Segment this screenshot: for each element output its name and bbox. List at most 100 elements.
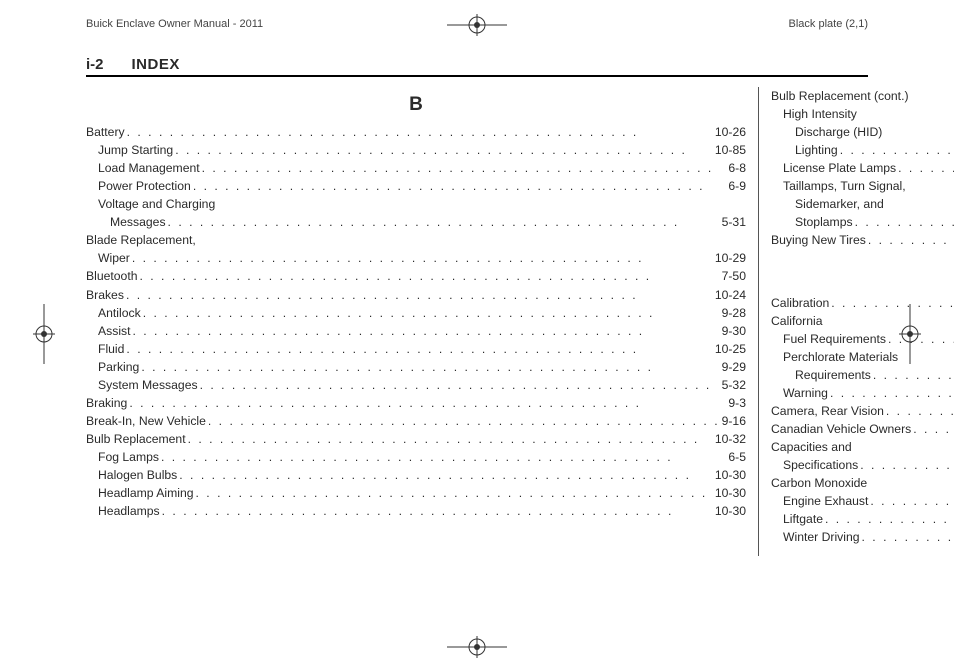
index-entry: Break-In, New Vehicle . . . . . . . . . … <box>86 412 746 430</box>
index-entry-leader: . . . . . . . . . . . . . . . . . . . . … <box>860 456 954 474</box>
index-entry-label: Liftgate <box>783 510 823 528</box>
index-entry-leader: . . . . . . . . . . . . . . . . . . . . … <box>141 358 719 376</box>
index-entry-leader: . . . . . . . . . . . . . . . . . . . . … <box>208 412 720 430</box>
index-entry: Stoplamps . . . . . . . . . . . . . . . … <box>771 213 954 231</box>
index-entry-leader: . . . . . . . . . . . . . . . . . . . . … <box>830 384 954 402</box>
index-entry-label: Antilock <box>98 304 141 322</box>
index-entry: Sidemarker, and . . . . . . . . . . . . … <box>771 195 954 213</box>
index-entry-leader: . . . . . . . . . . . . . . . . . . . . … <box>870 492 954 510</box>
header-left: Buick Enclave Owner Manual - 2011 <box>86 18 263 30</box>
index-entry-label: Bluetooth <box>86 267 138 285</box>
index-entry-page: 10-26 <box>715 123 746 141</box>
index-entry-leader: . . . . . . . . . . . . . . . . . . . . … <box>200 376 720 394</box>
index-entry-leader: . . . . . . . . . . . . . . . . . . . . … <box>162 502 713 520</box>
index-entry-leader: . . . . . . . . . . . . . . . . . . . . … <box>202 159 727 177</box>
index-entry-label: Fog Lamps <box>98 448 159 466</box>
index-entry: Assist . . . . . . . . . . . . . . . . .… <box>86 322 746 340</box>
index-entry-leader: . . . . . . . . . . . . . . . . . . . . … <box>179 466 713 484</box>
section-letter: C <box>771 261 954 289</box>
index-entry-label: Discharge (HID) <box>795 123 882 141</box>
section-letter: B <box>86 91 746 119</box>
index-entry: Fluid . . . . . . . . . . . . . . . . . … <box>86 340 746 358</box>
page-body: i-2 INDEX B Battery . . . . . . . . . . .… <box>0 32 954 556</box>
index-entry: Jump Starting . . . . . . . . . . . . . … <box>86 141 746 159</box>
index-entry-page: 5-32 <box>722 376 746 394</box>
index-entry-label: Canadian Vehicle Owners <box>771 420 911 438</box>
index-entry-page: 10-24 <box>715 286 746 304</box>
index-entry-label: Perchlorate Materials <box>783 348 898 366</box>
index-entry-leader: . . . . . . . . . . . . . . . . . . . . … <box>873 366 954 384</box>
title-row: i-2 INDEX <box>86 56 868 77</box>
index-entry-leader: . . . . . . . . . . . . . . . . . . . . … <box>898 159 954 177</box>
index-entry-label: California <box>771 312 822 330</box>
index-entry: Canadian Vehicle Owners . . . . . . . . … <box>771 420 954 438</box>
index-entry-label: Parking <box>98 358 139 376</box>
index-entry-page: 9-3 <box>728 394 746 412</box>
index-entry: Headlamps . . . . . . . . . . . . . . . … <box>86 502 746 520</box>
index-entry-page: 10-30 <box>715 466 746 484</box>
index-entry-leader: . . . . . . . . . . . . . . . . . . . . … <box>127 123 713 141</box>
index-entry-label: Power Protection <box>98 177 191 195</box>
index-entry-page: 10-30 <box>715 484 746 502</box>
index-column-2: Bulb Replacement (cont.) . . . . . . . .… <box>758 87 954 556</box>
index-entry-page: 7-50 <box>722 267 746 285</box>
index-entry: Fuel Requirements . . . . . . . . . . . … <box>771 330 954 348</box>
header-right: Black plate (2,1) <box>789 18 868 30</box>
index-entry-label: Capacities and <box>771 438 852 456</box>
index-entry-page: 9-16 <box>722 412 746 430</box>
index-entry: Camera, Rear Vision . . . . . . . . . . … <box>771 402 954 420</box>
index-entry-label: Lighting <box>795 141 838 159</box>
index-entry: Warning . . . . . . . . . . . . . . . . … <box>771 384 954 402</box>
index-entry-label: Calibration <box>771 294 829 312</box>
index-entry: Bulb Replacement (cont.) . . . . . . . .… <box>771 87 954 105</box>
registration-mark-top <box>447 14 507 36</box>
index-entry-leader: . . . . . . . . . . . . . . . . . . . . … <box>188 430 713 448</box>
index-entry-leader: . . . . . . . . . . . . . . . . . . . . … <box>133 322 720 340</box>
index-entry-label: Headlamp Aiming <box>98 484 194 502</box>
index-entry-leader: . . . . . . . . . . . . . . . . . . . . … <box>175 141 713 159</box>
index-entry-page: 10-85 <box>715 141 746 159</box>
index-entry-leader: . . . . . . . . . . . . . . . . . . . . … <box>168 213 720 231</box>
index-entry: Power Protection . . . . . . . . . . . .… <box>86 177 746 195</box>
index-entry: Headlamp Aiming . . . . . . . . . . . . … <box>86 484 746 502</box>
index-entry-label: Sidemarker, and <box>795 195 884 213</box>
index-entry-page: 5-31 <box>722 213 746 231</box>
index-entry-label: Battery <box>86 123 125 141</box>
index-entry-label: Braking <box>86 394 127 412</box>
page-number: i-2 <box>86 56 104 73</box>
index-entry: Blade Replacement, . . . . . . . . . . .… <box>86 231 746 249</box>
index-entry-label: Specifications <box>783 456 858 474</box>
index-entry-label: High Intensity <box>783 105 857 123</box>
index-entry-label: License Plate Lamps <box>783 159 896 177</box>
index-entry-label: Warning <box>783 384 828 402</box>
index-entry: Perchlorate Materials . . . . . . . . . … <box>771 348 954 366</box>
index-entry-leader: . . . . . . . . . . . . . . . . . . . . … <box>129 394 726 412</box>
index-entry-leader: . . . . . . . . . . . . . . . . . . . . … <box>143 304 720 322</box>
index-entry-label: Buying New Tires <box>771 231 866 249</box>
index-entry-label: Halogen Bulbs <box>98 466 177 484</box>
index-entry-label: Blade Replacement, <box>86 231 196 249</box>
index-entry: Braking . . . . . . . . . . . . . . . . … <box>86 394 746 412</box>
index-entry: Bluetooth . . . . . . . . . . . . . . . … <box>86 267 746 285</box>
index-entry-page: 6-9 <box>728 177 746 195</box>
index-entry-label: Bulb Replacement (cont.) <box>771 87 909 105</box>
index-entry-label: Voltage and Charging <box>98 195 215 213</box>
index-entry-page: 9-28 <box>722 304 746 322</box>
index-entry-label: Taillamps, Turn Signal, <box>783 177 906 195</box>
index-entry: Battery . . . . . . . . . . . . . . . . … <box>86 123 746 141</box>
index-entry: Antilock . . . . . . . . . . . . . . . .… <box>86 304 746 322</box>
index-entry-leader: . . . . . . . . . . . . . . . . . . . . … <box>886 402 954 420</box>
index-entry-label: Requirements <box>795 366 871 384</box>
index-entry: California . . . . . . . . . . . . . . .… <box>771 312 954 330</box>
index-entry-label: Messages <box>110 213 166 231</box>
index-entry: Discharge (HID) . . . . . . . . . . . . … <box>771 123 954 141</box>
index-entry: Bulb Replacement . . . . . . . . . . . .… <box>86 430 746 448</box>
index-entry-label: Brakes <box>86 286 124 304</box>
index-entry: High Intensity . . . . . . . . . . . . .… <box>771 105 954 123</box>
index-entry-leader: . . . . . . . . . . . . . . . . . . . . … <box>831 294 954 312</box>
index-entry-page: 10-25 <box>715 340 746 358</box>
index-entry-label: Carbon Monoxide <box>771 474 867 492</box>
index-entry: License Plate Lamps . . . . . . . . . . … <box>771 159 954 177</box>
index-entry-label: Headlamps <box>98 502 160 520</box>
index-entry: Calibration . . . . . . . . . . . . . . … <box>771 294 954 312</box>
